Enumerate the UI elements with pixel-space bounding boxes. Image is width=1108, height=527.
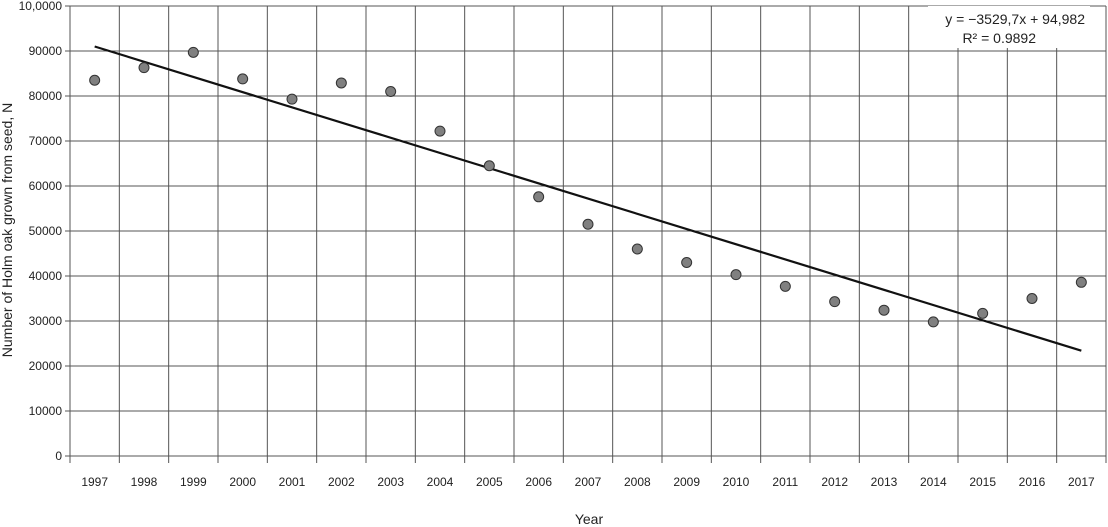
x-tick-label: 2001 xyxy=(279,475,306,489)
x-tick-label: 2016 xyxy=(1019,475,1046,489)
x-tick-label: 2004 xyxy=(427,475,454,489)
data-point xyxy=(385,86,397,97)
x-tick-label: 2015 xyxy=(969,475,996,489)
data-point xyxy=(878,304,890,316)
data-point xyxy=(631,243,643,255)
data-point xyxy=(1075,276,1087,288)
regression-equation: y = −3529,7x + 94,982 xyxy=(945,11,1085,27)
data-point xyxy=(237,73,249,85)
x-tick-label: 1997 xyxy=(81,475,108,489)
y-tick-label: 30000 xyxy=(29,314,63,328)
data-point xyxy=(681,257,693,268)
x-tick-label: 2011 xyxy=(772,475,798,489)
y-tick-label: 20000 xyxy=(29,359,63,373)
data-points xyxy=(89,46,1087,328)
data-point xyxy=(286,93,298,105)
trendline xyxy=(94,45,1082,352)
x-tick-label: 1998 xyxy=(131,475,158,489)
x-axis-title: Year xyxy=(575,511,604,527)
trendline-layer xyxy=(94,45,1082,352)
y-tick-labels: 0 10000 20000 30000 40000 50000 60000 70000 8000… xyxy=(19,0,63,463)
data-point xyxy=(977,307,989,319)
y-tick-label: 60000 xyxy=(29,179,63,193)
data-point xyxy=(89,74,101,86)
equation-background xyxy=(928,6,1090,48)
x-tick-label: 2007 xyxy=(575,475,602,489)
x-tick-label: 2005 xyxy=(476,475,503,489)
x-tick-label: 2010 xyxy=(723,475,750,489)
data-point xyxy=(533,191,545,203)
data-point xyxy=(335,77,347,89)
y-tick-label: 0 xyxy=(55,449,62,463)
data-point xyxy=(927,316,939,328)
y-tick-label: 40000 xyxy=(29,269,63,283)
x-tick-label: 2003 xyxy=(377,475,404,489)
data-point xyxy=(187,46,199,58)
x-tick-label: 2006 xyxy=(525,475,552,489)
x-tick-label: 2017 xyxy=(1068,475,1095,489)
data-point xyxy=(829,296,841,308)
y-tick-label: 10000 xyxy=(29,404,63,418)
x-tick-label: 2008 xyxy=(624,475,651,489)
y-tick-label: 80000 xyxy=(29,89,63,103)
grid xyxy=(65,5,1107,463)
data-point xyxy=(730,269,742,281)
x-tick-label: 2014 xyxy=(920,475,947,489)
x-tick-labels: 1997 1998 1999 2000 2001 2002 2003 2004 2005 2006… xyxy=(81,475,1095,489)
r-squared-label: R² = 0.9892 xyxy=(962,30,1036,46)
x-tick-label: 2009 xyxy=(673,475,700,489)
data-point xyxy=(483,160,495,172)
x-tick-label: 2012 xyxy=(821,475,848,489)
y-axis-title: Number of Holm oak grown from seed, N xyxy=(0,103,15,357)
data-point xyxy=(138,62,150,74)
data-point xyxy=(779,280,791,292)
x-tick-label: 2013 xyxy=(871,475,898,489)
y-tick-label: 70000 xyxy=(29,134,63,148)
y-tick-label: 90000 xyxy=(29,44,63,58)
data-point xyxy=(1026,293,1038,304)
x-tick-label: 1999 xyxy=(180,475,207,489)
data-point xyxy=(434,125,446,137)
y-tick-label: 50000 xyxy=(29,224,63,238)
y-tick-label: 10,0000 xyxy=(19,0,63,13)
x-tick-label: 2002 xyxy=(328,475,355,489)
data-point xyxy=(582,218,594,230)
equation-box: y = −3529,7x + 94,982 R² = 0.9892 xyxy=(928,6,1090,48)
x-tick-label: 2000 xyxy=(229,475,256,489)
